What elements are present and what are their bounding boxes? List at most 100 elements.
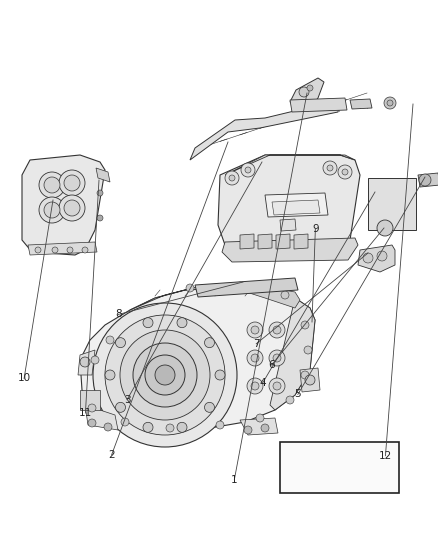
Text: 4: 4 xyxy=(259,378,266,387)
Text: 5: 5 xyxy=(294,390,301,399)
Circle shape xyxy=(177,422,187,432)
Bar xyxy=(280,442,399,493)
Circle shape xyxy=(59,170,85,196)
Circle shape xyxy=(244,426,252,434)
Circle shape xyxy=(299,87,309,97)
Circle shape xyxy=(143,318,153,328)
Text: 2: 2 xyxy=(108,450,115,459)
Polygon shape xyxy=(78,350,95,375)
Polygon shape xyxy=(240,234,254,249)
Polygon shape xyxy=(222,238,358,262)
Polygon shape xyxy=(80,288,315,430)
Circle shape xyxy=(39,197,65,223)
Circle shape xyxy=(269,322,285,338)
Polygon shape xyxy=(96,168,110,182)
Circle shape xyxy=(247,322,263,338)
Circle shape xyxy=(143,422,153,432)
Circle shape xyxy=(273,326,281,334)
Circle shape xyxy=(39,172,65,198)
Polygon shape xyxy=(300,368,320,392)
Circle shape xyxy=(64,175,80,191)
Circle shape xyxy=(177,318,187,328)
Circle shape xyxy=(286,396,294,404)
Polygon shape xyxy=(290,78,324,106)
Polygon shape xyxy=(130,285,295,310)
Circle shape xyxy=(419,174,431,186)
Text: 12: 12 xyxy=(379,451,392,461)
Circle shape xyxy=(205,338,215,348)
Circle shape xyxy=(256,414,264,422)
Circle shape xyxy=(251,382,259,390)
Circle shape xyxy=(216,421,224,429)
Circle shape xyxy=(97,215,103,221)
Polygon shape xyxy=(240,285,300,308)
Circle shape xyxy=(88,404,96,412)
Circle shape xyxy=(155,365,175,385)
Circle shape xyxy=(59,195,85,221)
Circle shape xyxy=(91,356,99,364)
Polygon shape xyxy=(280,219,296,231)
Circle shape xyxy=(307,85,313,91)
Circle shape xyxy=(44,202,60,218)
Circle shape xyxy=(145,355,185,395)
Text: 8: 8 xyxy=(115,310,122,319)
Circle shape xyxy=(323,161,337,175)
Circle shape xyxy=(205,402,215,413)
Circle shape xyxy=(116,402,126,413)
Polygon shape xyxy=(418,173,438,187)
Circle shape xyxy=(377,251,387,261)
Text: 7: 7 xyxy=(253,339,260,349)
Polygon shape xyxy=(276,234,290,249)
Circle shape xyxy=(245,167,251,173)
Polygon shape xyxy=(258,234,272,249)
Circle shape xyxy=(93,303,237,447)
Polygon shape xyxy=(294,234,308,249)
Circle shape xyxy=(247,350,263,366)
Circle shape xyxy=(338,165,352,179)
Circle shape xyxy=(116,338,126,348)
Circle shape xyxy=(80,357,90,367)
Circle shape xyxy=(241,163,255,177)
Polygon shape xyxy=(22,155,105,255)
Polygon shape xyxy=(85,405,118,430)
Polygon shape xyxy=(225,155,355,175)
Circle shape xyxy=(67,247,73,253)
Polygon shape xyxy=(272,200,320,215)
Circle shape xyxy=(215,370,225,380)
Text: 6: 6 xyxy=(268,360,275,370)
Text: 10: 10 xyxy=(18,374,31,383)
Circle shape xyxy=(97,190,103,196)
Circle shape xyxy=(229,175,235,181)
Polygon shape xyxy=(350,99,372,109)
Circle shape xyxy=(281,291,289,299)
Text: 11: 11 xyxy=(79,408,92,418)
Circle shape xyxy=(35,247,41,253)
Circle shape xyxy=(342,169,348,175)
Polygon shape xyxy=(190,100,340,160)
Circle shape xyxy=(387,100,393,106)
Polygon shape xyxy=(265,193,328,217)
Polygon shape xyxy=(28,242,97,255)
Polygon shape xyxy=(358,245,395,272)
Circle shape xyxy=(377,220,393,236)
Polygon shape xyxy=(240,418,278,435)
Polygon shape xyxy=(368,178,416,230)
Circle shape xyxy=(305,375,315,385)
Circle shape xyxy=(327,165,333,171)
Circle shape xyxy=(273,382,281,390)
Circle shape xyxy=(121,418,129,426)
Polygon shape xyxy=(80,390,100,410)
Polygon shape xyxy=(290,98,347,112)
Circle shape xyxy=(251,354,259,362)
Circle shape xyxy=(82,247,88,253)
Circle shape xyxy=(304,346,312,354)
Circle shape xyxy=(186,284,194,292)
Circle shape xyxy=(88,419,96,427)
Circle shape xyxy=(301,371,309,379)
Circle shape xyxy=(105,315,225,435)
Text: 9: 9 xyxy=(312,224,319,234)
Text: 1: 1 xyxy=(231,475,238,484)
Circle shape xyxy=(384,97,396,109)
Circle shape xyxy=(251,326,259,334)
Polygon shape xyxy=(195,278,298,297)
